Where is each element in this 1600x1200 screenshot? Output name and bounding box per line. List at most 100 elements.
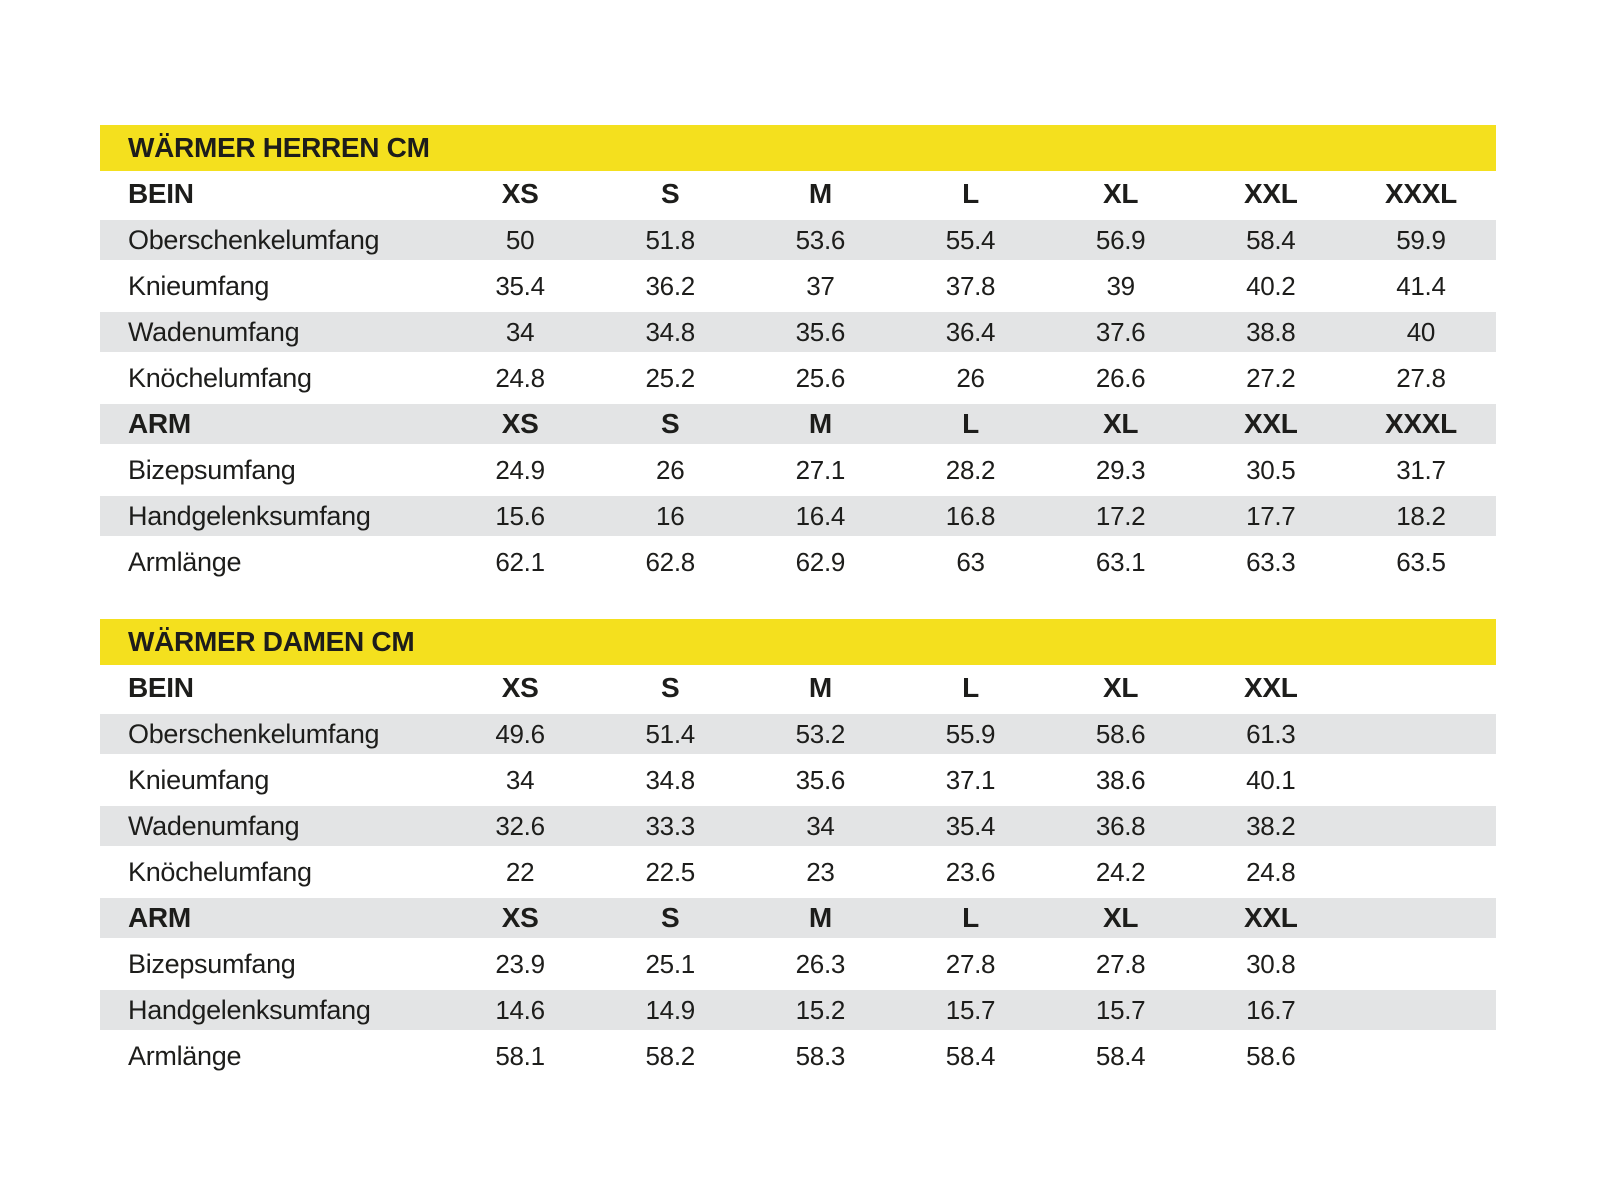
table-row: Armlänge 58.1 58.2 58.3 58.4 58.4 58.6 xyxy=(100,1033,1496,1079)
measurement-cell: 58.3 xyxy=(795,1040,846,1071)
measurement-cell: 32.6 xyxy=(495,810,545,841)
measurement-cell: 35.6 xyxy=(795,764,846,795)
measurement-cell: 37 xyxy=(806,270,835,301)
table-row: Knieumfang 34 34.8 35.6 37.1 38.6 40.1 xyxy=(100,757,1496,803)
measurement-cell: 25.2 xyxy=(645,362,696,393)
table-rows: BEIN XS S M L XL XXL Oberschenkelumfang 49.6 51.4… xyxy=(100,665,1496,1079)
section-label: BEIN xyxy=(128,672,194,703)
measurement-cell: 61.3 xyxy=(1246,718,1296,749)
table-row: Oberschenkelumfang 49.6 51.4 53.2 55.9 58.6 61… xyxy=(100,711,1496,757)
measurement-cell: 27.8 xyxy=(1095,948,1146,979)
size-column-header: M xyxy=(808,178,832,209)
section-header-row: BEIN XS S M L XL XXL xyxy=(100,665,1496,711)
measurement-cell: 49.6 xyxy=(495,718,545,749)
size-column-header: XXXL xyxy=(1384,408,1457,439)
measurement-cell: 28.2 xyxy=(945,454,996,485)
size-column-header: L xyxy=(962,408,979,439)
measurement-cell: 40 xyxy=(1406,316,1436,347)
measurement-cell: 37.8 xyxy=(945,270,996,301)
size-column-header: XL xyxy=(1103,178,1139,209)
measurement-cell: 34.8 xyxy=(645,316,696,347)
measurement-cell: 58.4 xyxy=(1246,224,1296,255)
measurement-cell: 22.5 xyxy=(645,856,696,887)
measurement-cell: 29.3 xyxy=(1095,454,1146,485)
measurement-cell: 16.7 xyxy=(1246,994,1296,1025)
table-row: Knöchelumfang 22 22.5 23 23.6 24.2 24.8 xyxy=(100,849,1496,895)
row-label: Oberschenkelumfang xyxy=(128,718,380,749)
measurement-cell: 25.6 xyxy=(795,362,846,393)
measurement-cell: 51.4 xyxy=(645,718,696,749)
measurement-cell: 14.6 xyxy=(495,994,545,1025)
size-column-header: S xyxy=(661,408,680,439)
measurement-cell: 15.2 xyxy=(795,994,846,1025)
table-row: Knieumfang 35.4 36.2 37 37.8 39 40.2 41.4 xyxy=(100,263,1496,309)
row-label: Oberschenkelumfang xyxy=(128,224,380,255)
measurement-cell: 34 xyxy=(505,764,535,795)
measurement-cell: 53.2 xyxy=(795,718,846,749)
measurement-cell: 58.4 xyxy=(945,1040,996,1071)
measurement-cell: 17.2 xyxy=(1095,500,1146,531)
section-label: ARM xyxy=(128,408,191,439)
measurement-cell: 40.2 xyxy=(1246,270,1296,301)
measurement-cell: 25.1 xyxy=(645,948,696,979)
measurement-cell: 58.1 xyxy=(495,1040,545,1071)
measurement-cell: 15.7 xyxy=(1095,994,1146,1025)
size-column-header: S xyxy=(661,672,680,703)
table-title: WÄRMER DAMEN CM xyxy=(128,626,415,657)
row-label: Bizepsumfang xyxy=(128,948,296,979)
table-row: Wadenumfang 34 34.8 35.6 36.4 37.6 38.8 40 xyxy=(100,309,1496,355)
measurement-cell: 38.6 xyxy=(1095,764,1146,795)
size-table-herren: WÄRMER HERREN CM BEIN XS S M L XL XXL XXXL Obers… xyxy=(100,125,1496,585)
table-row: Bizepsumfang 23.9 25.1 26.3 27.8 27.8 30.8 xyxy=(100,941,1496,987)
measurement-cell: 58.6 xyxy=(1095,718,1146,749)
size-column-header: L xyxy=(962,902,979,933)
measurement-cell: 38.8 xyxy=(1246,316,1296,347)
row-label: Knieumfang xyxy=(128,270,270,301)
measurement-cell: 24.8 xyxy=(495,362,545,393)
measurement-cell: 63.5 xyxy=(1396,546,1446,577)
measurement-cell: 30.5 xyxy=(1246,454,1296,485)
measurement-cell: 40.1 xyxy=(1246,764,1296,795)
measurement-cell: 16.8 xyxy=(945,500,996,531)
measurement-cell: 15.6 xyxy=(495,500,545,531)
measurement-cell: 55.4 xyxy=(945,224,996,255)
measurement-cell: 59.9 xyxy=(1396,224,1446,255)
size-column-header: XS xyxy=(501,672,539,703)
measurement-cell: 58.4 xyxy=(1095,1040,1146,1071)
measurement-cell: 30.8 xyxy=(1246,948,1296,979)
table-title-bar: WÄRMER HERREN CM xyxy=(100,125,1496,171)
measurement-cell: 36.4 xyxy=(945,316,996,347)
measurement-cell: 15.7 xyxy=(945,994,996,1025)
row-label: Wadenumfang xyxy=(128,810,300,841)
section-header-row: ARM XS S M L XL XXL xyxy=(100,895,1496,941)
size-column-header: M xyxy=(808,408,832,439)
table-row: Bizepsumfang 24.9 26 27.1 28.2 29.3 30.5 31.7 xyxy=(100,447,1496,493)
row-label: Handgelenksumfang xyxy=(128,994,371,1025)
measurement-cell: 33.3 xyxy=(645,810,696,841)
measurement-cell: 63.1 xyxy=(1095,546,1146,577)
section-label: BEIN xyxy=(128,178,194,209)
table-row: Wadenumfang 32.6 33.3 34 35.4 36.8 38.2 xyxy=(100,803,1496,849)
row-label: Knieumfang xyxy=(128,764,270,795)
measurement-cell: 26.6 xyxy=(1095,362,1146,393)
measurement-cell: 27.1 xyxy=(795,454,846,485)
measurement-cell: 23.6 xyxy=(945,856,996,887)
measurement-cell: 62.9 xyxy=(795,546,846,577)
table-row: Knöchelumfang 24.8 25.2 25.6 26 26.6 27.2 27.8 xyxy=(100,355,1496,401)
measurement-cell: 23 xyxy=(806,856,835,887)
size-column-header: XL xyxy=(1103,408,1139,439)
measurement-cell: 23.9 xyxy=(495,948,545,979)
table-row: Handgelenksumfang 15.6 16 16.4 16.8 17.2 17.7 1… xyxy=(100,493,1496,539)
measurement-cell: 22 xyxy=(505,856,535,887)
table-row: Armlänge 62.1 62.8 62.9 63 63.1 63.3 63.5 xyxy=(100,539,1496,585)
measurement-cell: 14.9 xyxy=(645,994,696,1025)
table-title-bar: WÄRMER DAMEN CM xyxy=(100,619,1496,665)
measurement-cell: 37.1 xyxy=(945,764,996,795)
measurement-cell: 27.2 xyxy=(1246,362,1296,393)
table-rows: BEIN XS S M L XL XXL XXXL Oberschenkelumfang 50 51… xyxy=(100,171,1496,585)
size-column-header: L xyxy=(962,178,979,209)
size-column-header: M xyxy=(808,672,832,703)
table-title: WÄRMER HERREN CM xyxy=(128,132,430,163)
measurement-cell: 16 xyxy=(656,500,685,531)
